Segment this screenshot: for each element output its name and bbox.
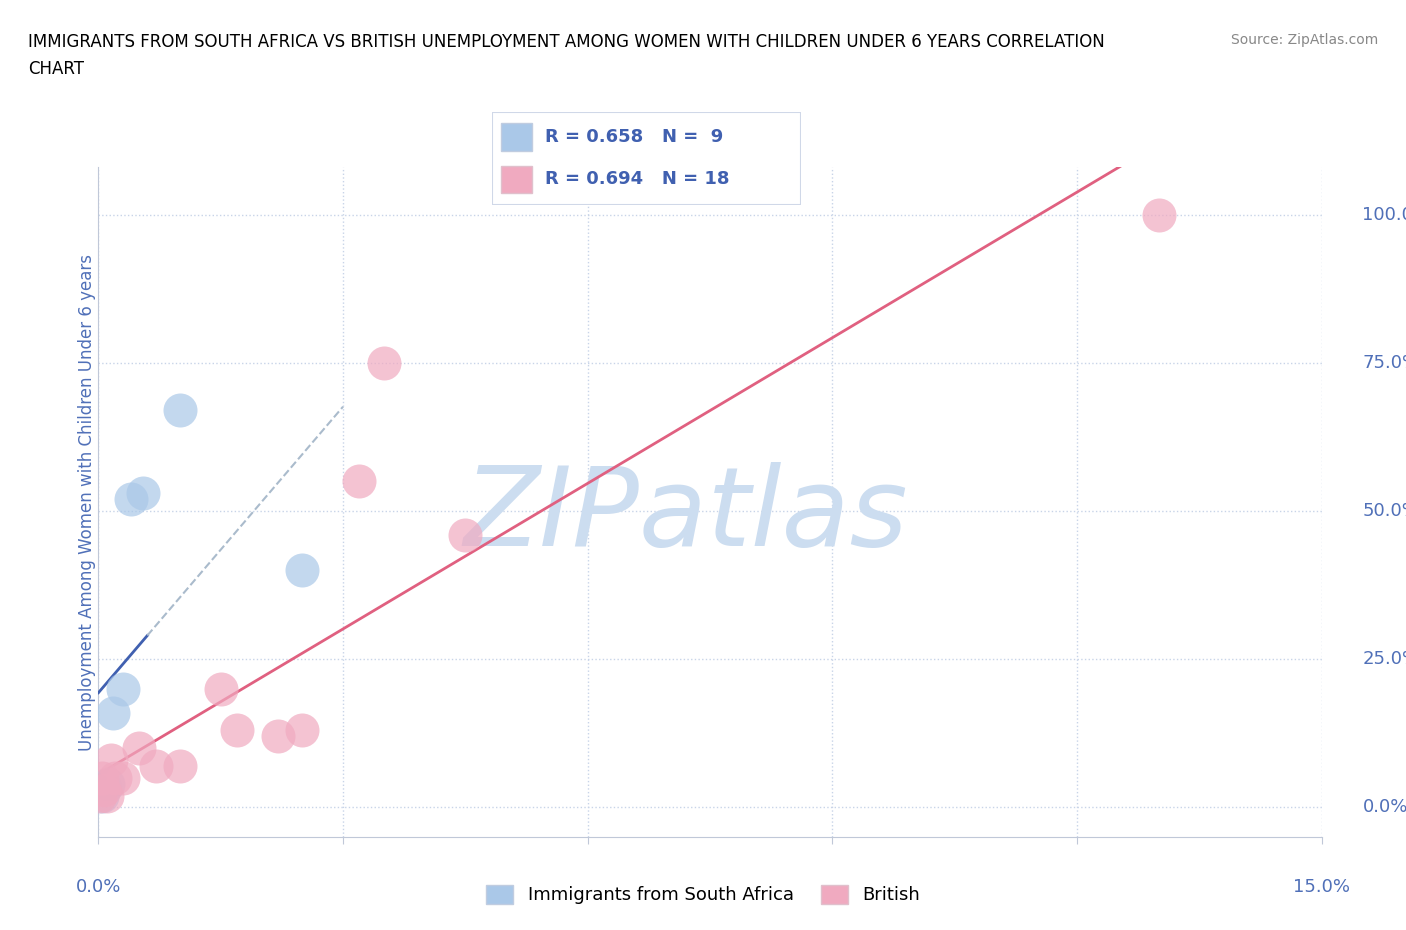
Point <box>128 740 150 755</box>
Text: 75.0%: 75.0% <box>1362 354 1406 372</box>
Point <box>267 729 290 744</box>
Point <box>349 474 371 489</box>
Point <box>111 770 134 785</box>
Point <box>169 759 191 774</box>
Point <box>169 403 191 418</box>
Point <box>94 779 117 794</box>
Text: 0.0%: 0.0% <box>1362 798 1406 817</box>
FancyBboxPatch shape <box>502 166 533 193</box>
Point <box>100 752 122 767</box>
Text: 0.0%: 0.0% <box>76 879 121 897</box>
Text: R = 0.694   N = 18: R = 0.694 N = 18 <box>544 170 730 189</box>
Point <box>1147 207 1170 222</box>
Text: 25.0%: 25.0% <box>1362 650 1406 669</box>
Point <box>226 723 249 737</box>
Point <box>373 355 395 370</box>
Text: CHART: CHART <box>28 60 84 78</box>
Point <box>209 682 232 697</box>
Point <box>91 788 114 803</box>
Text: 15.0%: 15.0% <box>1294 879 1350 897</box>
Text: Source: ZipAtlas.com: Source: ZipAtlas.com <box>1230 33 1378 46</box>
Point <box>104 770 127 785</box>
Legend: Immigrants from South Africa, British: Immigrants from South Africa, British <box>479 878 927 911</box>
Point <box>97 777 120 791</box>
Point <box>291 723 314 737</box>
Point <box>291 563 314 578</box>
Text: R = 0.658   N =  9: R = 0.658 N = 9 <box>544 127 723 146</box>
Point <box>454 527 477 542</box>
Point <box>89 788 111 803</box>
FancyBboxPatch shape <box>502 123 533 151</box>
Point <box>101 705 124 720</box>
Point <box>145 759 167 774</box>
Text: ZIPatlas: ZIPatlas <box>464 462 908 569</box>
Point <box>132 485 155 500</box>
Point <box>91 770 114 785</box>
Point <box>120 492 142 507</box>
Point <box>96 788 118 803</box>
Text: IMMIGRANTS FROM SOUTH AFRICA VS BRITISH UNEMPLOYMENT AMONG WOMEN WITH CHILDREN U: IMMIGRANTS FROM SOUTH AFRICA VS BRITISH … <box>28 33 1105 50</box>
FancyBboxPatch shape <box>492 112 801 205</box>
Point <box>111 682 134 697</box>
Text: 50.0%: 50.0% <box>1362 502 1406 520</box>
Point <box>93 782 115 797</box>
Y-axis label: Unemployment Among Women with Children Under 6 years: Unemployment Among Women with Children U… <box>79 254 96 751</box>
Text: 100.0%: 100.0% <box>1362 206 1406 224</box>
